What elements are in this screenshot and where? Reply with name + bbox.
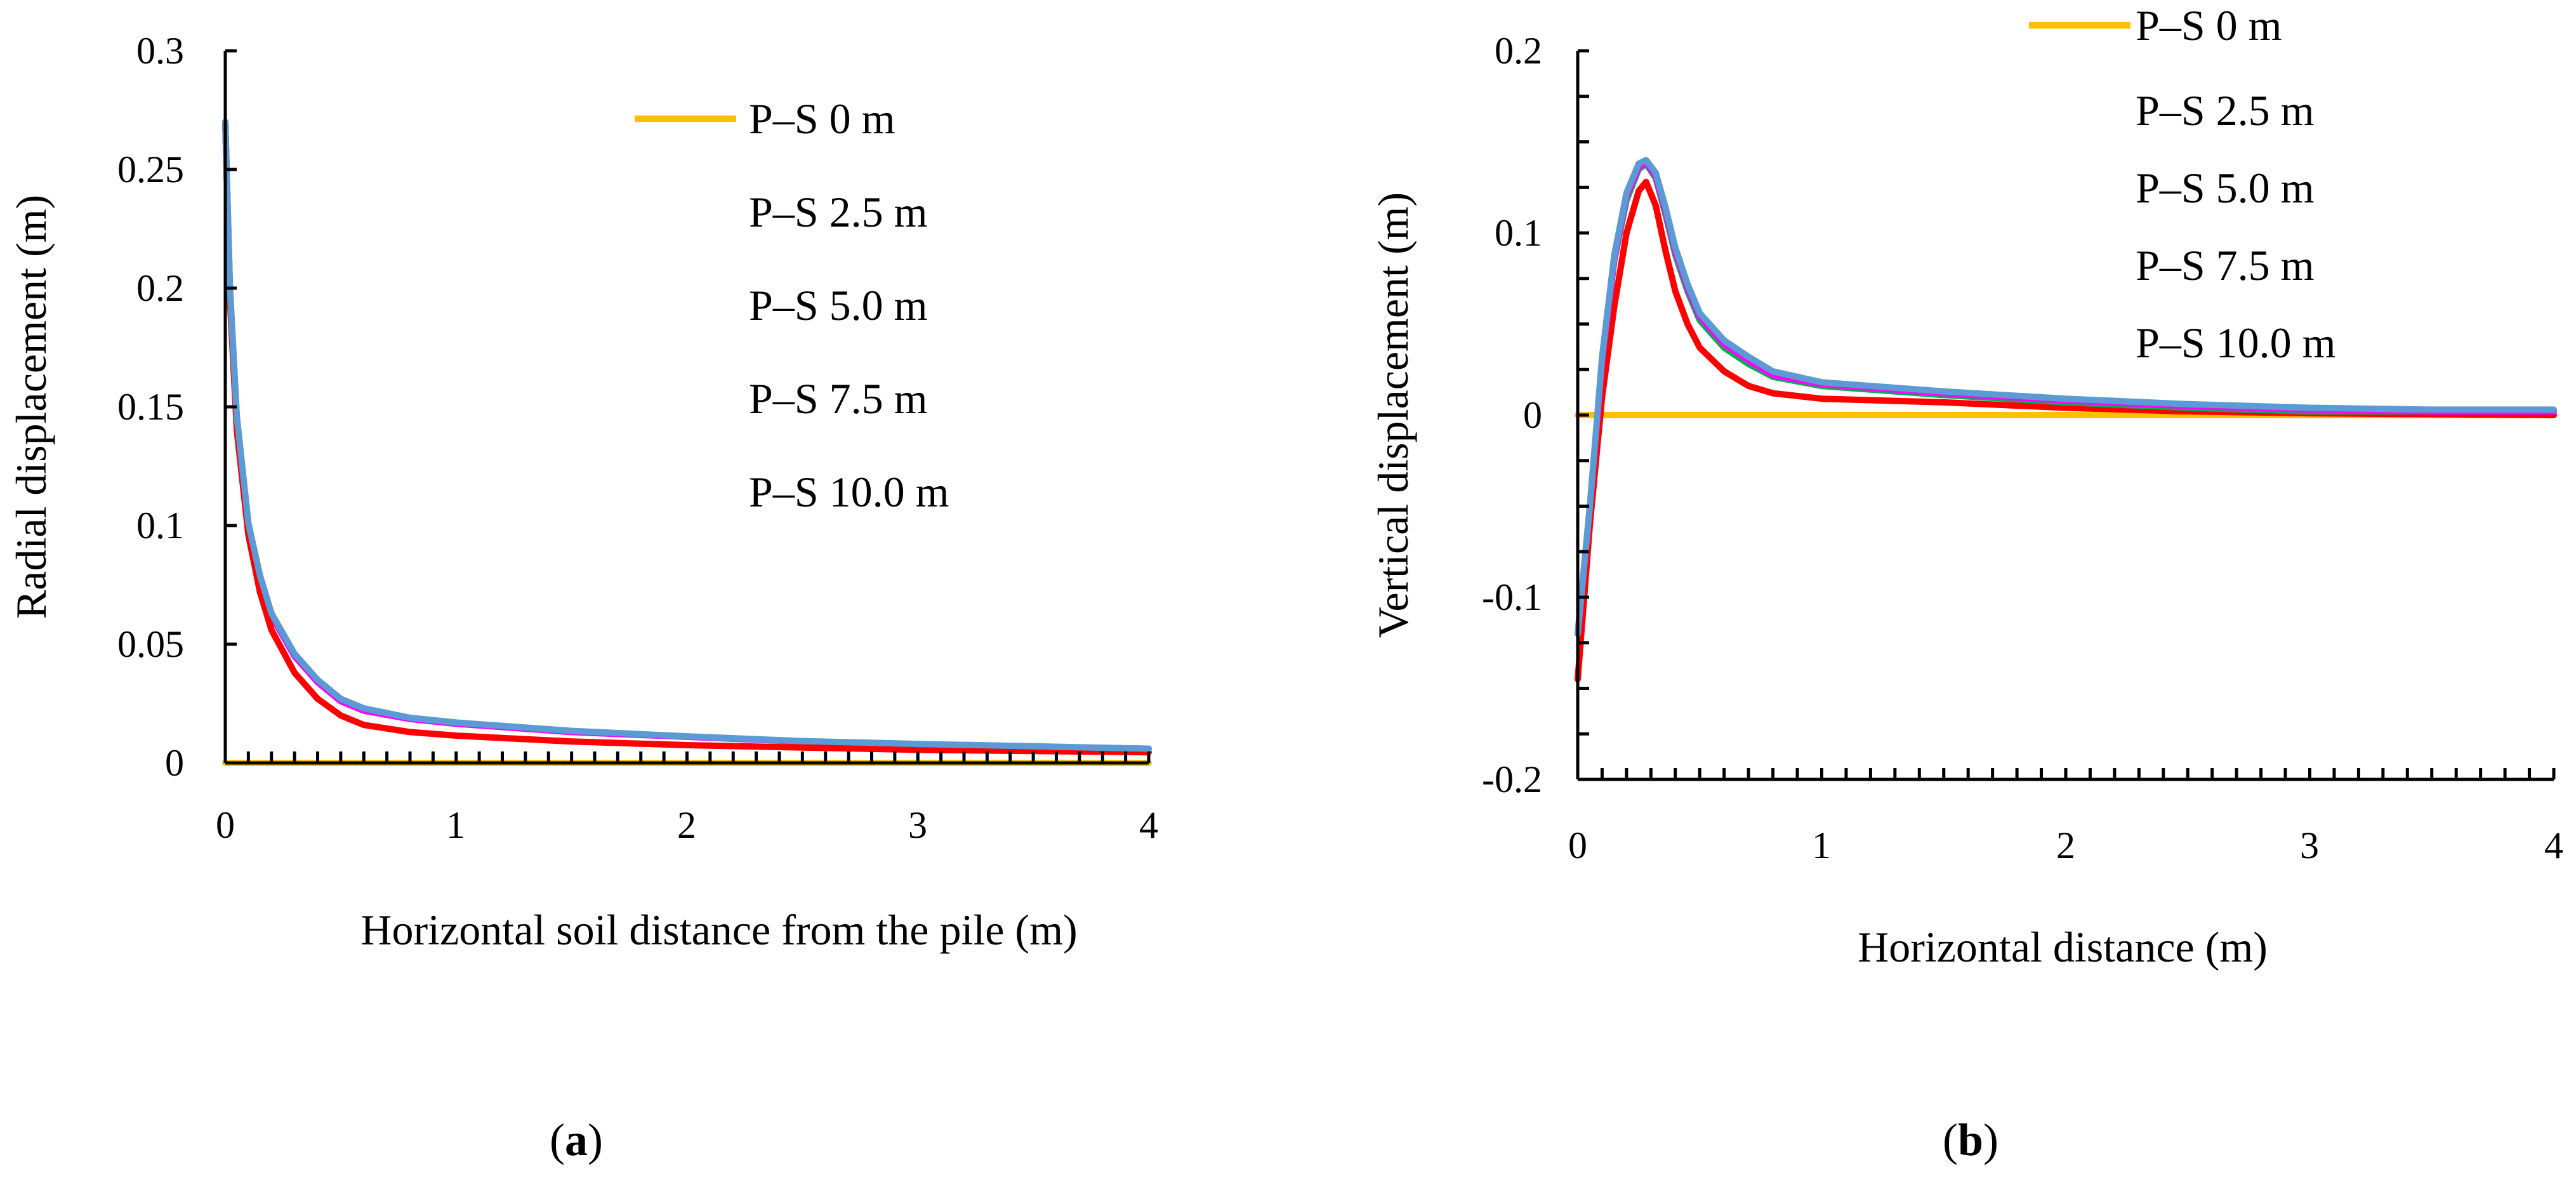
y-tick-label: 0.15 bbox=[117, 386, 184, 428]
legend-item: P–S 10.0 m bbox=[2136, 319, 2336, 367]
legend-b: P–S 0 m P–S 2.5 m P–S 5.0 m P–S 7.5 m P–… bbox=[2029, 1, 2336, 367]
legend-label: P–S 2.5 m bbox=[2136, 86, 2315, 135]
x-tick-label: 1 bbox=[446, 804, 465, 846]
legend-item: P–S 5.0 m bbox=[2136, 164, 2315, 212]
series-line-p-s-5-0-m bbox=[222, 119, 1152, 752]
legend-item: P–S 10.0 m bbox=[749, 468, 949, 516]
series-line-p-s-7-5-m bbox=[222, 119, 1152, 752]
x-tick-label: 0 bbox=[216, 804, 235, 846]
x-tick-label: 0 bbox=[1568, 824, 1587, 866]
legend-item: P–S 5.0 m bbox=[749, 281, 928, 329]
tick-labels-b: -0.2 -0.1 0 0.1 0.2 0 1 2 3 4 bbox=[1482, 30, 2563, 866]
x-axis-title-a: Horizontal soil distance from the pile (… bbox=[360, 906, 1077, 954]
series-group-b bbox=[1575, 157, 2557, 683]
y-tick-label: 0.2 bbox=[1495, 30, 1542, 72]
axes-b bbox=[1576, 49, 2556, 781]
x-tick-label: 2 bbox=[2056, 824, 2075, 866]
legend-label: P–S 0 m bbox=[2136, 1, 2282, 50]
legend-item: P–S 7.5 m bbox=[2136, 241, 2315, 289]
legend-label: P–S 7.5 m bbox=[2136, 241, 2315, 289]
y-tick-label: 0.3 bbox=[136, 30, 184, 72]
legend-label: P–S 2.5 m bbox=[749, 188, 928, 236]
x-tick-label: 4 bbox=[2544, 824, 2563, 866]
legend-label: P–S 10.0 m bbox=[2136, 319, 2336, 367]
ticks-b bbox=[1576, 49, 2556, 781]
axes-a bbox=[223, 49, 1151, 765]
y-axis-title-a: Radial displacement (m) bbox=[7, 195, 55, 619]
legend-item: P–S 2.5 m bbox=[2136, 86, 2315, 135]
legend-label: P–S 0 m bbox=[749, 95, 895, 143]
x-tick-label: 3 bbox=[908, 804, 927, 846]
y-tick-label: 0.1 bbox=[1495, 212, 1542, 254]
y-tick-label: 0.25 bbox=[117, 149, 184, 190]
series-line-p-s-10-0-m bbox=[1575, 157, 2557, 637]
series-line-p-s-10-0-m bbox=[222, 119, 1152, 752]
series-group-a bbox=[222, 119, 1152, 766]
legend-label: P–S 5.0 m bbox=[749, 281, 928, 329]
legend-label: P–S 10.0 m bbox=[749, 468, 949, 516]
y-tick-label: 0.05 bbox=[117, 623, 184, 665]
y-tick-label: -0.2 bbox=[1482, 758, 1542, 800]
panel-label-a: (a) bbox=[550, 1115, 603, 1165]
y-tick-label: 0 bbox=[1523, 394, 1542, 436]
y-axis-title-b: Vertical displacement (m) bbox=[1369, 192, 1417, 638]
x-tick-label: 1 bbox=[1812, 824, 1831, 866]
series-line-p-s-2-5-m bbox=[222, 119, 1152, 756]
legend-item: P–S 0 m bbox=[2029, 1, 2282, 50]
legend-label: P–S 7.5 m bbox=[749, 374, 928, 423]
panel-label-b: (b) bbox=[1943, 1115, 1998, 1165]
legend-item: P–S 0 m bbox=[635, 95, 895, 143]
legend-label: P–S 5.0 m bbox=[2136, 164, 2315, 212]
y-tick-label: 0.1 bbox=[136, 505, 184, 546]
x-axis-title-b: Horizontal distance (m) bbox=[1858, 923, 2268, 971]
chart-panel-b: -0.2 -0.1 0 0.1 0.2 0 1 2 3 4 Horizontal… bbox=[1369, 1, 2563, 1165]
legend-a: P–S 0 m P–S 2.5 m P–S 5.0 m P–S 7.5 m P–… bbox=[635, 95, 949, 516]
legend-item: P–S 2.5 m bbox=[749, 188, 928, 236]
chart-panel-a: 0 0.05 0.1 0.15 0.2 0.25 0.3 0 1 2 3 4 H… bbox=[7, 30, 1158, 1165]
y-tick-label: -0.1 bbox=[1482, 576, 1542, 618]
x-tick-label: 3 bbox=[2300, 824, 2319, 866]
y-tick-label: 0 bbox=[165, 742, 184, 784]
x-tick-label: 4 bbox=[1139, 804, 1158, 846]
ticks-a bbox=[223, 49, 1151, 765]
legend-item: P–S 7.5 m bbox=[749, 374, 928, 423]
y-tick-label: 0.2 bbox=[136, 267, 184, 309]
x-tick-label: 2 bbox=[677, 804, 696, 846]
tick-labels-a: 0 0.05 0.1 0.15 0.2 0.25 0.3 0 1 2 3 4 bbox=[117, 30, 1158, 846]
series-line-p-s-2-5-m bbox=[1575, 178, 2557, 683]
